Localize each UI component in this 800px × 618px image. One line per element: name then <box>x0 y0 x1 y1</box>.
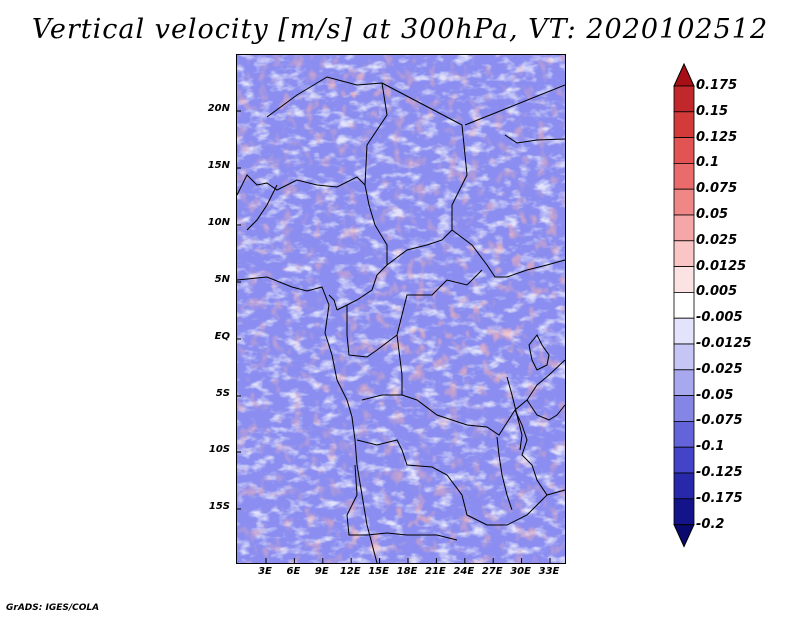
colorbar-level-label: 0.0125 <box>696 258 747 274</box>
colorbar-level-label: 0.075 <box>696 181 738 197</box>
colorbar-swatch <box>673 137 695 164</box>
colorbar-top-triangle <box>673 62 695 87</box>
lon-label: 18E <box>396 566 418 577</box>
colorbar-swatch <box>673 343 695 371</box>
colorbar-swatch <box>673 472 695 500</box>
lat-label: 15N <box>207 160 230 171</box>
lon-label: 9E <box>314 566 329 577</box>
colorbar-level-label: -0.025 <box>696 361 743 377</box>
colorbar-swatch <box>673 214 695 242</box>
lake-victoria <box>528 334 550 371</box>
colorbar-swatch <box>673 420 695 448</box>
lon-label: 30E <box>510 566 531 577</box>
colorbar-swatch <box>673 266 695 293</box>
colorbar-swatch <box>673 85 695 113</box>
lat-label: EQ <box>214 331 230 342</box>
country-borders <box>237 76 565 563</box>
colorbar-level-label: -0.125 <box>696 465 743 480</box>
colorbar-level-label: -0.2 <box>696 516 725 532</box>
colorbar-level-label: -0.0125 <box>696 336 752 351</box>
convective-zone <box>237 55 565 563</box>
colorbar-level-label: -0.175 <box>696 490 743 506</box>
colorbar-swatch <box>673 317 695 345</box>
colorbar-level-label: -0.1 <box>696 439 725 455</box>
chart-title: Vertical velocity [m/s] at 300hPa, VT: 2… <box>31 14 769 45</box>
colorbar-swatch <box>673 395 695 422</box>
colorbar-level-label: 0.005 <box>696 284 738 300</box>
lat-label: 5N <box>214 274 230 285</box>
colorbar-level-label: -0.05 <box>696 387 734 403</box>
grads-credit: GrADS: IGES/COLA <box>6 603 100 613</box>
lon-label: 3E <box>258 566 272 577</box>
velocity-field-map <box>237 55 565 563</box>
lat-label: 15S <box>208 501 230 512</box>
lat-label: 10S <box>208 444 230 455</box>
colorbar-level-label: 0.1 <box>696 155 720 171</box>
colorbar-bottom-triangle <box>673 524 695 548</box>
colorbar-swatch <box>673 163 695 190</box>
colorbar-swatch <box>673 446 695 474</box>
lon-label: 27E <box>481 566 503 577</box>
colorbar-level-label: 0.025 <box>696 232 738 248</box>
colorbar-swatch <box>673 111 695 138</box>
colorbar-level-label: 0.15 <box>696 103 729 119</box>
colorbar-level-label: 0.175 <box>696 78 738 93</box>
colorbar-swatch <box>673 188 695 216</box>
colorbar-level-label: -0.075 <box>696 413 743 429</box>
colorbar <box>673 62 695 548</box>
colorbar-level-label: 0.05 <box>696 207 729 222</box>
map-panel <box>236 54 566 564</box>
colorbar-swatch <box>673 369 695 396</box>
lat-label: 10N <box>207 217 230 228</box>
lon-label: 24E <box>453 566 475 577</box>
west-coastline <box>237 276 378 563</box>
colorbar-swatch <box>673 291 695 319</box>
lat-label: 5S <box>215 388 230 399</box>
colorbar-swatch <box>673 240 695 268</box>
colorbar-level-label: -0.005 <box>696 310 743 326</box>
lon-label: 15E <box>368 566 389 577</box>
colorbar-swatch <box>673 498 695 525</box>
colorbar-level-label: 0.125 <box>696 129 738 145</box>
lon-label: 21E <box>425 566 446 577</box>
lon-label: 6E <box>286 566 301 577</box>
lat-label: 20N <box>207 103 230 114</box>
lon-label: 12E <box>339 566 361 577</box>
lon-label: 33E <box>538 566 560 577</box>
